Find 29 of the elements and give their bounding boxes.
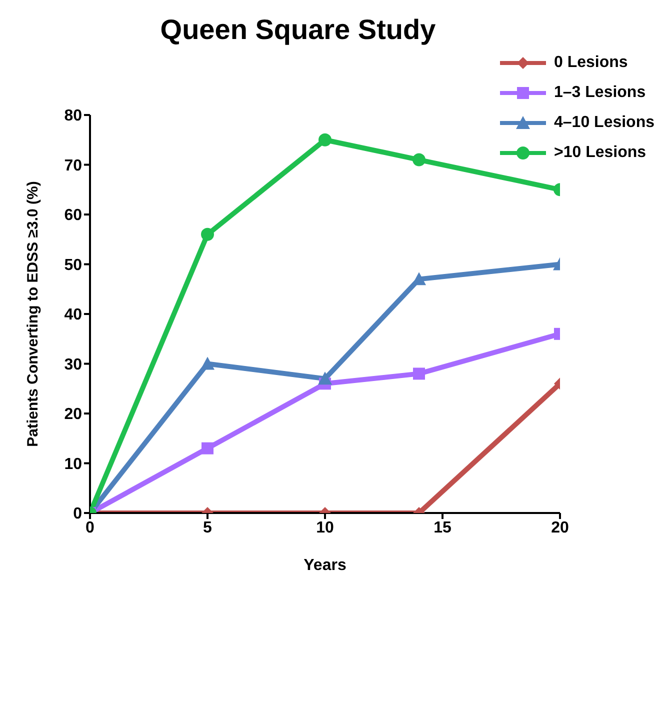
x-tick-label: 5 xyxy=(203,519,212,536)
point xyxy=(201,228,214,241)
point xyxy=(413,368,425,380)
x-tick-label: 15 xyxy=(434,519,452,536)
y-tick-label: 10 xyxy=(64,456,82,473)
point xyxy=(412,153,426,166)
point xyxy=(318,133,332,146)
y-tick-label: 30 xyxy=(64,356,82,374)
x-tick-label: 20 xyxy=(551,519,569,536)
point xyxy=(202,442,214,454)
y-tick-label: 20 xyxy=(64,406,82,424)
legend-label: 0 Lesions xyxy=(554,54,628,72)
point xyxy=(412,272,426,286)
point xyxy=(318,372,332,385)
x-tick-label: 0 xyxy=(86,519,95,536)
legend-label: >10 Lesions xyxy=(554,144,646,162)
y-axis-title: Patients Converting to EDSS ≥3.0 (%) xyxy=(24,181,42,447)
y-tick-label: 80 xyxy=(64,108,82,125)
y-tick-label: 0 xyxy=(73,506,82,523)
point xyxy=(200,356,214,370)
y-tick-label: 40 xyxy=(64,306,82,324)
legend-label: 4–10 Lesions xyxy=(554,114,654,132)
y-tick-label: 60 xyxy=(64,207,82,224)
y-tick-label: 70 xyxy=(64,157,82,174)
chart-title: Queen Square Study xyxy=(159,14,437,46)
x-axis-title: Years xyxy=(304,557,346,574)
y-tick-label: 50 xyxy=(64,256,82,274)
x-tick-label: 10 xyxy=(316,519,334,536)
legend-label: 1–3 Lesions xyxy=(554,84,646,102)
